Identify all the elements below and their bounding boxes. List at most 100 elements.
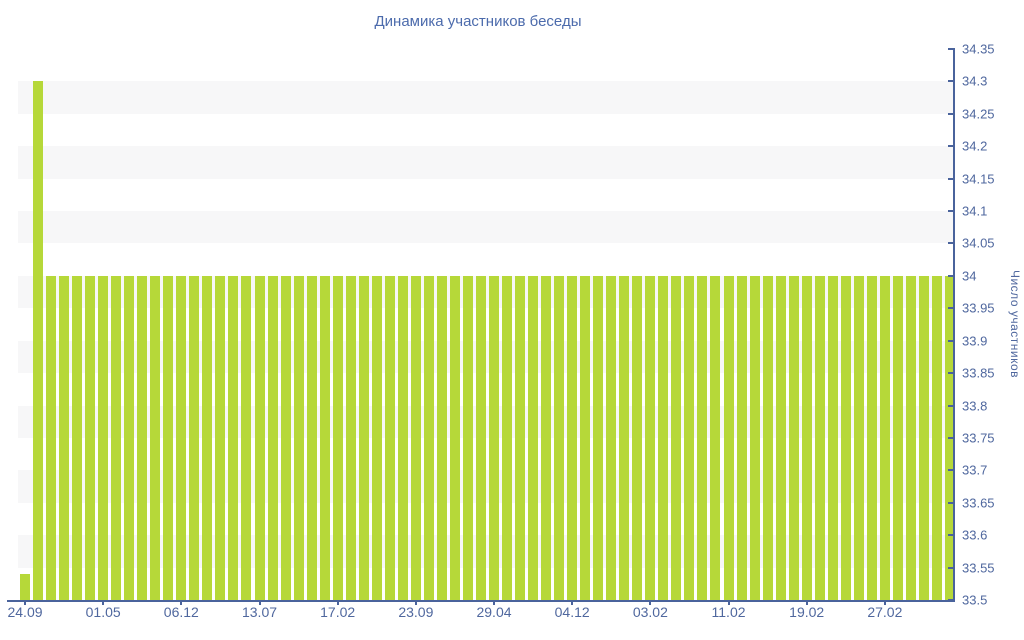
bar xyxy=(319,275,330,600)
y-tick-label: 34.25 xyxy=(962,106,995,122)
x-axis-line xyxy=(7,600,955,602)
y-tick xyxy=(948,469,955,472)
y-tick-label: 33.9 xyxy=(962,333,988,349)
bar xyxy=(749,275,760,600)
y-tick xyxy=(948,210,955,213)
x-tick xyxy=(649,600,652,605)
x-tick-label: 01.05 xyxy=(85,604,121,620)
bar xyxy=(931,275,942,600)
bar xyxy=(801,275,812,600)
y-tick xyxy=(948,339,955,342)
y-tick xyxy=(948,145,955,148)
bar xyxy=(723,275,734,600)
bar xyxy=(423,275,434,600)
y-tick xyxy=(948,599,955,601)
bar xyxy=(515,275,526,600)
y-tick xyxy=(948,242,955,245)
bar xyxy=(710,275,721,600)
y-tick-label: 33.65 xyxy=(962,495,995,511)
bar xyxy=(241,275,252,600)
bar xyxy=(762,275,773,600)
x-tick xyxy=(258,600,261,605)
y-tick xyxy=(948,80,955,83)
bar xyxy=(332,275,343,600)
bar xyxy=(436,275,447,600)
x-tick xyxy=(102,600,105,605)
y-tick xyxy=(948,436,955,439)
y-tick-label: 33.7 xyxy=(962,462,988,478)
x-tick xyxy=(805,600,808,605)
bar xyxy=(371,275,382,600)
y-tick xyxy=(948,307,955,310)
y-tick xyxy=(948,372,955,375)
bar xyxy=(254,275,265,600)
x-tick xyxy=(571,600,574,605)
bar xyxy=(788,275,799,600)
bar xyxy=(202,275,213,600)
bar xyxy=(684,275,695,600)
bar xyxy=(502,275,513,600)
bar xyxy=(632,275,643,600)
bar xyxy=(645,275,656,600)
y-tick-label: 34.35 xyxy=(962,41,995,57)
y-tick-label: 33.6 xyxy=(962,527,988,543)
bar xyxy=(72,275,83,600)
y-tick-label: 33.8 xyxy=(962,398,988,414)
bar xyxy=(345,275,356,600)
x-tick xyxy=(493,600,495,605)
y-tick xyxy=(948,566,955,569)
y-tick xyxy=(948,534,955,537)
plot-area: 34.35 34.3 34.25 34.2 34.15 34.1 34.05 34 33.95 3… xyxy=(7,42,995,620)
y-tick xyxy=(948,404,955,407)
bar xyxy=(163,275,174,600)
plot-band xyxy=(18,243,955,275)
y-tick-label: 33.55 xyxy=(962,560,995,576)
plot-band xyxy=(18,405,955,438)
x-tick-label: 29.04 xyxy=(476,604,512,620)
plot-band xyxy=(18,49,955,81)
x-tick-label: 06.12 xyxy=(163,604,199,620)
x-tick-label: 11.02 xyxy=(711,604,746,620)
chart-title: Динамика участников беседы xyxy=(374,13,582,30)
bar xyxy=(98,275,109,600)
x-tick-label: 04.12 xyxy=(554,604,590,620)
bar xyxy=(176,275,187,600)
bar xyxy=(293,275,304,600)
bar xyxy=(892,275,903,600)
y-tick-label: 33.85 xyxy=(962,365,995,381)
bar xyxy=(840,275,851,600)
bar xyxy=(306,275,317,600)
y-tick-label: 34.15 xyxy=(962,171,995,187)
plot-band xyxy=(18,470,955,503)
bar xyxy=(541,275,552,600)
bar xyxy=(918,275,929,600)
bar xyxy=(267,275,278,600)
bar xyxy=(905,275,916,600)
bar xyxy=(20,574,30,600)
bar xyxy=(658,275,669,600)
bar xyxy=(879,275,890,600)
bar xyxy=(736,275,747,600)
y-tick-label: 34 xyxy=(962,268,977,284)
x-tick-label: 13.07 xyxy=(241,604,278,620)
bar xyxy=(697,275,708,600)
x-tick xyxy=(180,600,183,605)
x-tick-label: 17.02 xyxy=(320,604,356,620)
bar xyxy=(358,275,369,600)
bar xyxy=(462,275,473,600)
bar xyxy=(606,275,617,600)
bar xyxy=(410,275,421,600)
bar xyxy=(397,275,408,600)
x-tick xyxy=(24,600,26,605)
y-axis-line xyxy=(953,49,955,600)
bar xyxy=(671,275,682,600)
bar xyxy=(46,275,57,600)
plot-band xyxy=(18,275,955,309)
y-tick xyxy=(948,48,955,50)
bar xyxy=(593,275,604,600)
x-tick-label: 27.02 xyxy=(867,604,903,620)
bar xyxy=(215,275,226,600)
y-tick-label: 33.5 xyxy=(962,592,988,608)
bar xyxy=(280,275,291,600)
x-tick xyxy=(727,600,730,605)
